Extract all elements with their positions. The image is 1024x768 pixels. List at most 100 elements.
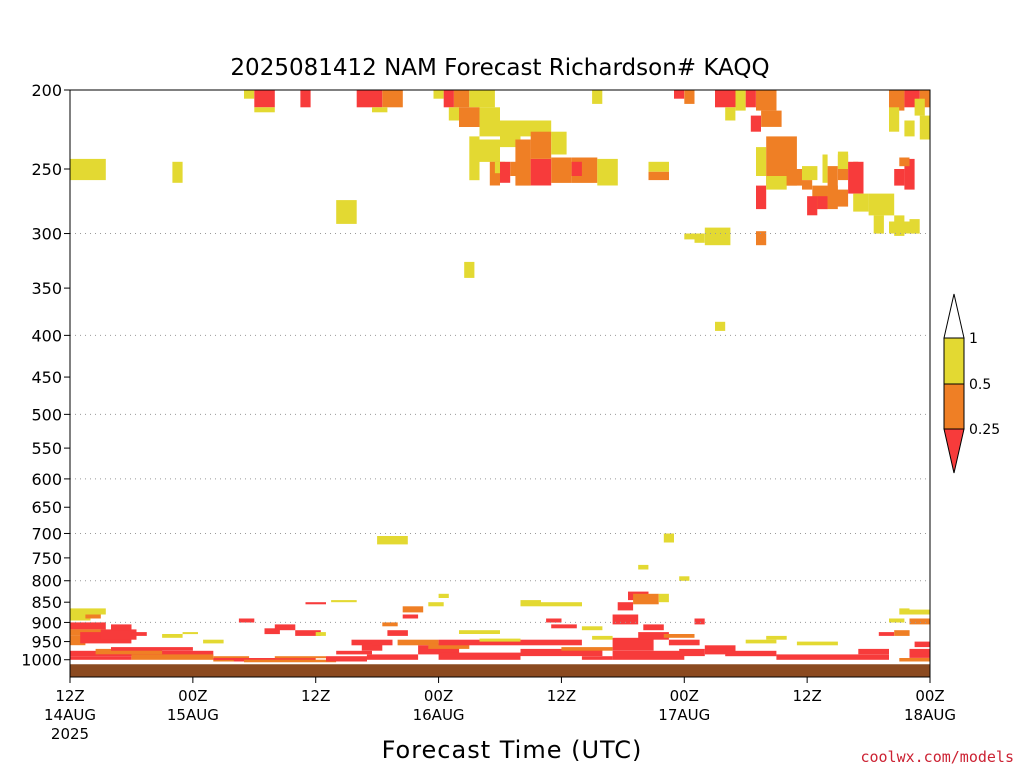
ri-cell-yellow: [868, 193, 895, 216]
ri-cell-red: [361, 643, 383, 651]
ri-cell-orange: [889, 90, 905, 111]
ri-cell-red: [351, 639, 372, 646]
ri-cell-yellow: [873, 215, 884, 234]
ri-cell-yellow: [592, 90, 603, 104]
ri-cell-yellow: [796, 641, 838, 646]
colorbar-bin-above-1: [943, 293, 965, 339]
ri-cell-yellow: [766, 176, 787, 190]
ri-cell-red: [305, 602, 326, 605]
x-tick-label: 12Z: [792, 687, 821, 705]
ri-cell-red: [694, 618, 705, 625]
ri-cell-red: [612, 637, 654, 651]
ri-cell-red: [387, 630, 408, 636]
ri-cell-red: [111, 647, 193, 651]
ri-cell-orange: [551, 157, 572, 183]
credit-text: coolwx.com/models: [860, 748, 1014, 766]
ri-cell-red: [643, 624, 664, 631]
ri-cell-red: [750, 115, 761, 132]
ri-cell-red: [356, 90, 383, 108]
y-tick-label: 950: [31, 633, 62, 652]
x-tick-label: 12Z: [547, 687, 576, 705]
ri-cell-yellow: [745, 639, 777, 644]
ri-cell-yellow: [520, 600, 541, 607]
ri-cell-yellow: [377, 536, 408, 545]
ri-cell-orange: [382, 90, 403, 108]
ri-cell-yellow: [469, 90, 495, 108]
ri-cell-orange: [428, 643, 470, 649]
ground-band: [70, 662, 930, 677]
ri-cell-red: [418, 645, 460, 655]
ri-cell-red: [254, 90, 275, 108]
ri-cell-yellow: [459, 630, 500, 634]
ri-cell-red: [100, 629, 137, 640]
ri-cell-yellow: [182, 632, 198, 635]
y-tick-label: 300: [31, 225, 62, 244]
ri-cell-red: [70, 622, 106, 630]
ri-cell-red: [848, 161, 864, 194]
ri-cell-yellow: [756, 147, 767, 176]
ri-cell-red: [638, 632, 669, 640]
x-tick-date: 18AUG: [904, 706, 956, 724]
y-tick-label: 200: [31, 81, 62, 100]
ri-cell-yellow: [766, 635, 787, 640]
pressure-gridlines: [70, 233, 930, 623]
ri-cell-orange: [85, 614, 101, 619]
x-tick-label: 00Z: [178, 687, 207, 705]
ri-cell-red: [904, 158, 915, 190]
ri-cell-red: [70, 656, 132, 660]
ri-cell-red: [438, 652, 521, 660]
ri-cell-orange: [894, 630, 910, 636]
ri-cell-red: [612, 650, 685, 660]
ri-cell-yellow: [735, 90, 746, 111]
ri-cell-orange: [899, 658, 930, 662]
ri-cell-red: [546, 618, 562, 623]
ri-cell-yellow: [162, 634, 183, 638]
ri-cell-red: [131, 632, 147, 636]
ri-cell-red: [238, 618, 255, 623]
x-tick-label: 00Z: [915, 687, 944, 705]
ri-cell-red: [756, 185, 767, 210]
ri-cell-red: [520, 639, 582, 646]
ri-cell-yellow: [837, 151, 849, 169]
ri-cell-orange: [827, 189, 849, 207]
plot-frame: [69, 89, 931, 678]
y-tick-label: 850: [31, 593, 62, 612]
y-tick-label: 800: [31, 572, 62, 591]
ri-cell-red: [438, 639, 521, 646]
ri-cell-yellow: [802, 166, 818, 181]
ri-cell-red: [300, 90, 311, 108]
ri-cell-orange: [761, 110, 782, 127]
x-tick-label: 12Z: [301, 687, 330, 705]
y-tick-label: 600: [31, 470, 62, 489]
ri-cell-red: [745, 90, 756, 108]
ri-cell-red: [858, 648, 889, 655]
colorbar-bin-below-0.25: [943, 428, 965, 474]
y-tick-label: 1000: [21, 651, 62, 670]
y-tick-label: 700: [31, 524, 62, 543]
ri-cell-red: [295, 630, 321, 636]
ri-cell-red: [807, 196, 818, 216]
ri-cell-yellow: [469, 136, 480, 181]
x-tick-date: 15AUG: [167, 706, 219, 724]
ri-cell-yellow: [428, 602, 444, 607]
ri-cell-orange: [899, 157, 910, 167]
ri-cell-orange: [459, 107, 480, 127]
ri-cell-orange: [489, 161, 500, 186]
ri-cell-yellow: [479, 107, 500, 137]
ri-cell-yellow: [581, 626, 603, 631]
colorbar-label: 1: [969, 331, 978, 347]
colorbar-label: 0.5: [969, 377, 991, 393]
ri-cell-red: [551, 624, 577, 629]
ri-cell-yellow: [433, 90, 444, 99]
ri-cell-yellow: [336, 200, 357, 224]
ri-cell-orange: [633, 593, 659, 605]
ri-cell-yellow: [203, 639, 224, 644]
ri-cell-yellow: [914, 98, 925, 116]
ri-cell-orange: [382, 622, 398, 627]
ri-cell-red: [366, 654, 419, 660]
colorbar-label: 0.25: [969, 422, 1000, 438]
ri-cell-red: [914, 641, 930, 648]
ri-cell-red: [878, 632, 895, 636]
ri-cell-yellow: [541, 602, 582, 607]
